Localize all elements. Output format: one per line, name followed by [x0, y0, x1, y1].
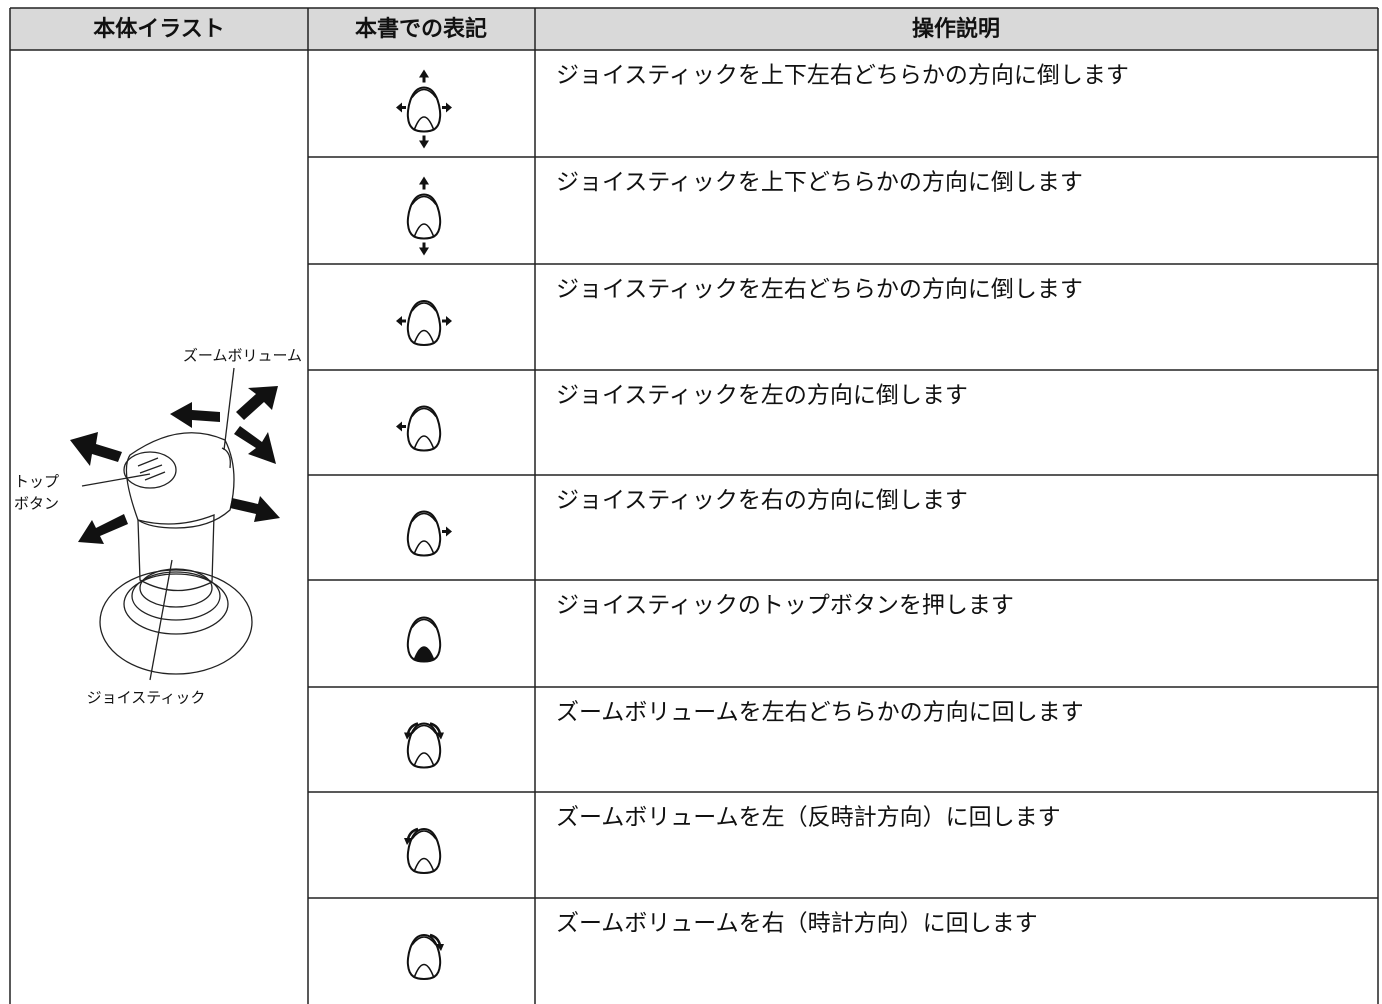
joystick-rim — [411, 512, 437, 522]
table-grid — [9, 7, 1379, 1004]
joystick-rim — [411, 407, 437, 417]
arrow-stem — [422, 135, 426, 141]
header-bg — [10, 8, 1378, 50]
notation-icon — [396, 69, 452, 149]
joystick-rim — [411, 724, 437, 734]
header-cell: 操作説明 — [912, 16, 1000, 42]
joystick-outline — [406, 299, 442, 347]
description: ジョイスティックを左の方向に倒します — [556, 383, 968, 409]
notation-icon — [404, 827, 442, 875]
joystick-outline — [406, 510, 442, 557]
top-button — [413, 752, 435, 767]
direction-arrow — [436, 732, 444, 740]
joystick-rim — [411, 195, 437, 205]
arrow-stem — [442, 319, 446, 323]
top-button — [413, 540, 435, 555]
arrow-stem — [422, 77, 426, 83]
joystick-outline — [406, 193, 442, 240]
joystick-illustration: ズームボリューム トップ ボタン ジョイスティック — [14, 347, 302, 707]
description: ジョイスティックを上下左右どちらかの方向に倒します — [556, 63, 1129, 89]
joystick-outline — [406, 616, 442, 663]
joystick-outline — [406, 827, 442, 875]
notation-icon — [396, 299, 452, 347]
notation-icon — [406, 510, 452, 557]
description: ジョイスティックを左右どちらかの方向に倒します — [556, 277, 1083, 303]
top-button — [413, 223, 435, 238]
top-button — [413, 116, 435, 131]
joystick-rim — [411, 830, 437, 840]
header-cell: 本書での表記 — [355, 16, 487, 42]
notation-icon — [404, 722, 444, 769]
top-button — [413, 857, 435, 873]
description: ジョイスティックを上下どちらかの方向に倒します — [556, 170, 1083, 196]
rotate-arrow — [406, 827, 419, 840]
joystick-outline — [406, 722, 442, 769]
direction-arrow — [404, 732, 412, 740]
callout-label: ジョイスティック — [87, 689, 206, 707]
top-button — [413, 435, 435, 450]
joystick-rim — [411, 302, 437, 312]
header-cell: 本体イラスト — [93, 17, 225, 42]
direction-arrow — [419, 176, 429, 185]
direction-arrow — [396, 102, 402, 113]
top-button — [413, 963, 435, 979]
joystick-rim — [411, 618, 437, 628]
joystick-outline — [406, 405, 442, 452]
top-button — [413, 646, 435, 661]
rotate-arrow — [429, 933, 442, 946]
direction-arrow — [404, 838, 412, 845]
description: ズームボリュームを右（時計方向）に回します — [556, 911, 1038, 937]
direction-arrow — [419, 247, 429, 256]
arrow-stem — [402, 106, 406, 109]
notation-icon — [406, 933, 444, 981]
arrow-stem — [442, 106, 446, 109]
description: ズームボリュームを左（反時計方向）に回します — [556, 805, 1061, 831]
direction-arrow — [396, 421, 402, 432]
direction-arrow — [419, 140, 429, 149]
direction-arrow — [446, 102, 452, 113]
joystick-outline — [406, 86, 442, 133]
direction-arrow — [419, 69, 429, 78]
arrow-stem — [422, 242, 426, 248]
arrow-stem — [402, 425, 406, 428]
callout-label: トップ — [14, 473, 59, 491]
notation-icon — [406, 616, 442, 663]
joystick-rim — [411, 936, 437, 946]
direction-arrow — [446, 316, 452, 326]
description: ジョイスティックのトップボタンを押します — [556, 593, 1014, 619]
joystick-outline — [406, 933, 442, 981]
joystick-rim — [411, 88, 437, 98]
direction-arrow — [446, 526, 452, 537]
callout-label: ボタン — [14, 495, 59, 513]
arrow-stem — [422, 184, 426, 190]
description: ジョイスティックを右の方向に倒します — [556, 488, 968, 514]
direction-arrow — [396, 316, 402, 326]
description: ズームボリュームを左右どちらかの方向に回します — [556, 700, 1084, 726]
arrow-stem — [442, 530, 446, 533]
rotate-arrow — [406, 722, 419, 734]
notation-icon — [406, 176, 442, 256]
notation-icon — [396, 405, 442, 452]
direction-arrow — [436, 944, 444, 951]
arrow-stem — [402, 319, 406, 323]
rotate-arrow — [429, 722, 442, 734]
top-button — [413, 329, 435, 345]
callout-label: ズームボリューム — [183, 347, 302, 365]
